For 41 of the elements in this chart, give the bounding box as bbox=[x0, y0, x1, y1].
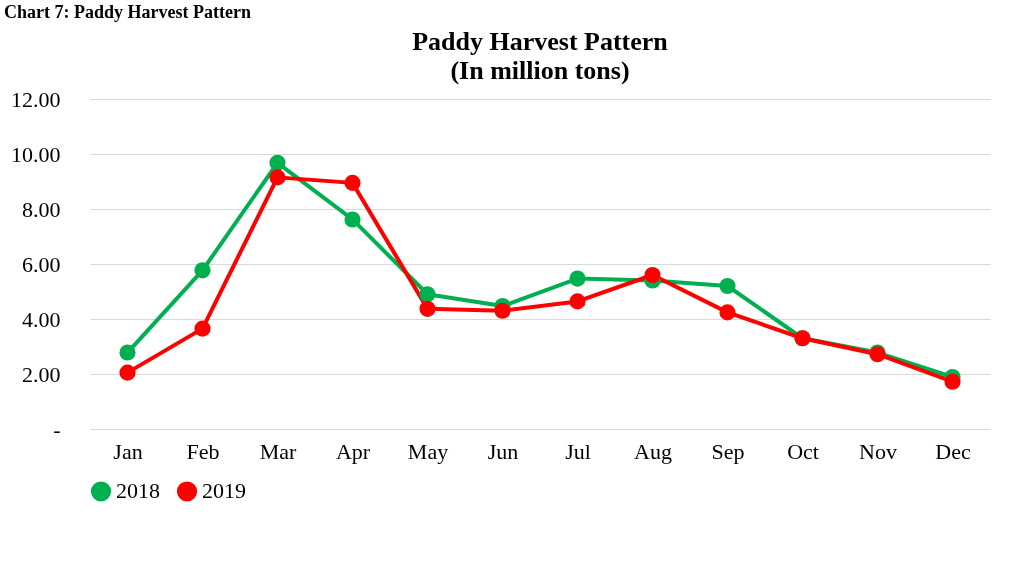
point bbox=[644, 266, 661, 284]
legend-label: 2018 bbox=[116, 478, 160, 504]
point bbox=[344, 211, 361, 228]
point bbox=[269, 169, 286, 186]
y-tick-label: 8.00 bbox=[22, 196, 61, 222]
point bbox=[569, 270, 586, 287]
x-tick-label: Jun bbox=[487, 438, 519, 464]
legend-label: 2019 bbox=[202, 478, 246, 504]
x-tick-label: Aug bbox=[634, 438, 672, 464]
x-tick-label: Oct bbox=[787, 438, 819, 464]
point bbox=[494, 302, 511, 319]
x-tick-label: May bbox=[407, 438, 449, 464]
y-tick-label: 12.00 bbox=[11, 86, 61, 112]
y-tick-label: 10.00 bbox=[11, 141, 61, 167]
x-tick-label: Feb bbox=[186, 438, 220, 464]
x-tick-label: Jul bbox=[565, 438, 591, 464]
chart-subtitle: (In million tons) bbox=[450, 56, 630, 85]
point bbox=[194, 320, 211, 337]
point bbox=[719, 277, 736, 295]
point bbox=[194, 262, 211, 279]
caption: Chart 7: Paddy Harvest Pattern bbox=[3, 1, 252, 24]
x-tick-label: Jan bbox=[113, 438, 143, 464]
point bbox=[119, 344, 136, 361]
y-tick-label: 4.00 bbox=[22, 306, 61, 332]
point bbox=[419, 300, 436, 317]
y-tick-label: 2.00 bbox=[22, 361, 61, 387]
x-tick-label: Dec bbox=[935, 438, 971, 464]
point bbox=[269, 154, 286, 171]
y-tick-label: 6.00 bbox=[22, 251, 61, 277]
y-tick-label: - bbox=[53, 416, 61, 442]
point bbox=[119, 364, 136, 381]
point bbox=[344, 174, 361, 191]
point bbox=[569, 293, 586, 310]
point bbox=[944, 373, 961, 390]
x-tick-label: Apr bbox=[335, 438, 371, 464]
point bbox=[719, 304, 736, 321]
x-tick-label: Sep bbox=[711, 438, 745, 464]
x-tick-label: Nov bbox=[859, 438, 897, 464]
x-tick-label: Mar bbox=[259, 438, 297, 464]
point bbox=[419, 286, 436, 303]
chart-title: Paddy Harvest Pattern bbox=[412, 27, 669, 56]
